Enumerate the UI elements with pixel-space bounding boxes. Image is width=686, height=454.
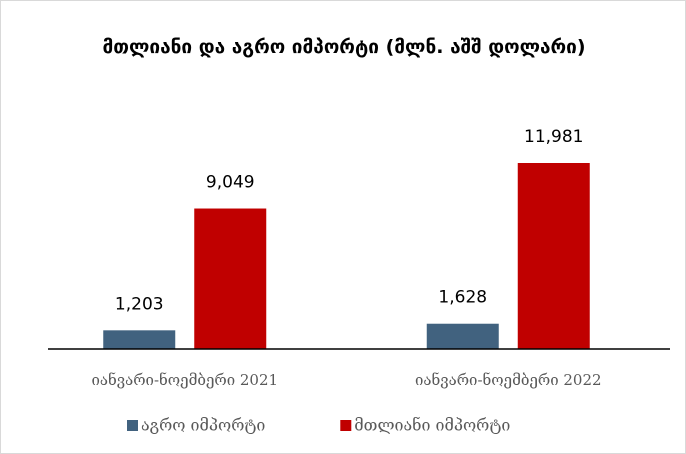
x-tick-label: იანვარი-ნოემბერი 2022 xyxy=(415,371,602,389)
legend-swatch xyxy=(340,420,352,431)
x-tick-label: იანვარი-ნოემბერი 2021 xyxy=(91,371,278,389)
data-label: 1,628 xyxy=(438,288,487,308)
bar xyxy=(426,323,499,349)
legend-label: აგრო იმპორტი xyxy=(141,416,265,435)
legend-label: მთლიანი იმპორტი xyxy=(354,416,510,435)
bar xyxy=(103,330,176,349)
data-label: 1,203 xyxy=(115,294,164,314)
data-label: 11,981 xyxy=(524,127,583,147)
data-label: 9,049 xyxy=(206,173,255,193)
bar xyxy=(517,163,590,349)
legend-swatch xyxy=(127,420,138,431)
bar xyxy=(194,208,267,349)
chart-title: მთლიანი და აგრო იმპორტი (მლნ. აშშ დოლარი… xyxy=(102,36,586,58)
